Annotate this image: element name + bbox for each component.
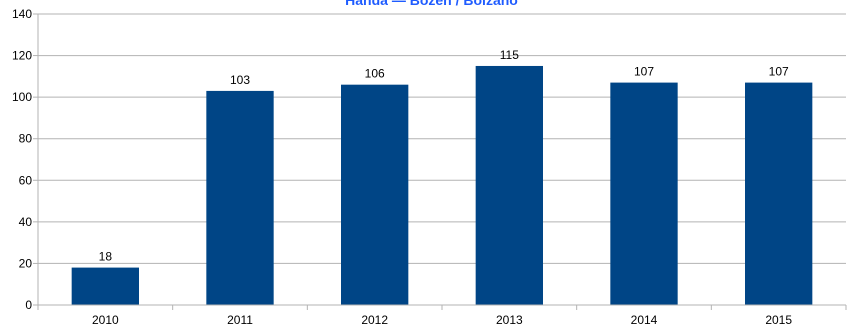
bar (206, 90, 274, 306)
bar (341, 84, 409, 306)
x-tick-label: 2010 (92, 313, 119, 327)
y-tick-label: 40 (19, 215, 33, 229)
y-tick-label: 20 (19, 256, 33, 270)
axes (37, 14, 847, 310)
chart-title: Handa — Bozen / Bolzano (345, 0, 518, 8)
grid-lines (33, 13, 846, 306)
bar (745, 82, 813, 305)
y-tick-label: 100 (12, 90, 32, 104)
data-label: 106 (365, 67, 385, 81)
data-label: 103 (230, 73, 250, 87)
x-tick-label: 2013 (496, 313, 523, 327)
x-tick-label: 2011 (227, 313, 253, 327)
data-labels: 18 103 106 115 107 107 (99, 48, 789, 264)
y-tick-label: 80 (19, 132, 33, 146)
data-label: 107 (769, 65, 789, 79)
x-tick-label: 2014 (631, 313, 658, 327)
x-axis-ticks: 2010 2011 2012 2013 2014 2015 (92, 313, 792, 327)
bar (610, 82, 678, 305)
y-tick-label: 120 (12, 49, 32, 63)
bar (475, 65, 543, 305)
data-label: 115 (500, 48, 519, 62)
x-tick-label: 2015 (765, 313, 792, 327)
bar (71, 267, 139, 305)
bars (71, 65, 813, 306)
y-tick-label: 140 (12, 7, 32, 21)
y-axis-ticks: 0 20 40 60 80 100 120 140 (12, 7, 32, 312)
data-label: 18 (99, 250, 113, 264)
data-label: 107 (634, 65, 654, 79)
x-tick-label: 2012 (361, 313, 388, 327)
y-tick-label: 0 (25, 298, 32, 312)
y-tick-label: 60 (19, 173, 33, 187)
